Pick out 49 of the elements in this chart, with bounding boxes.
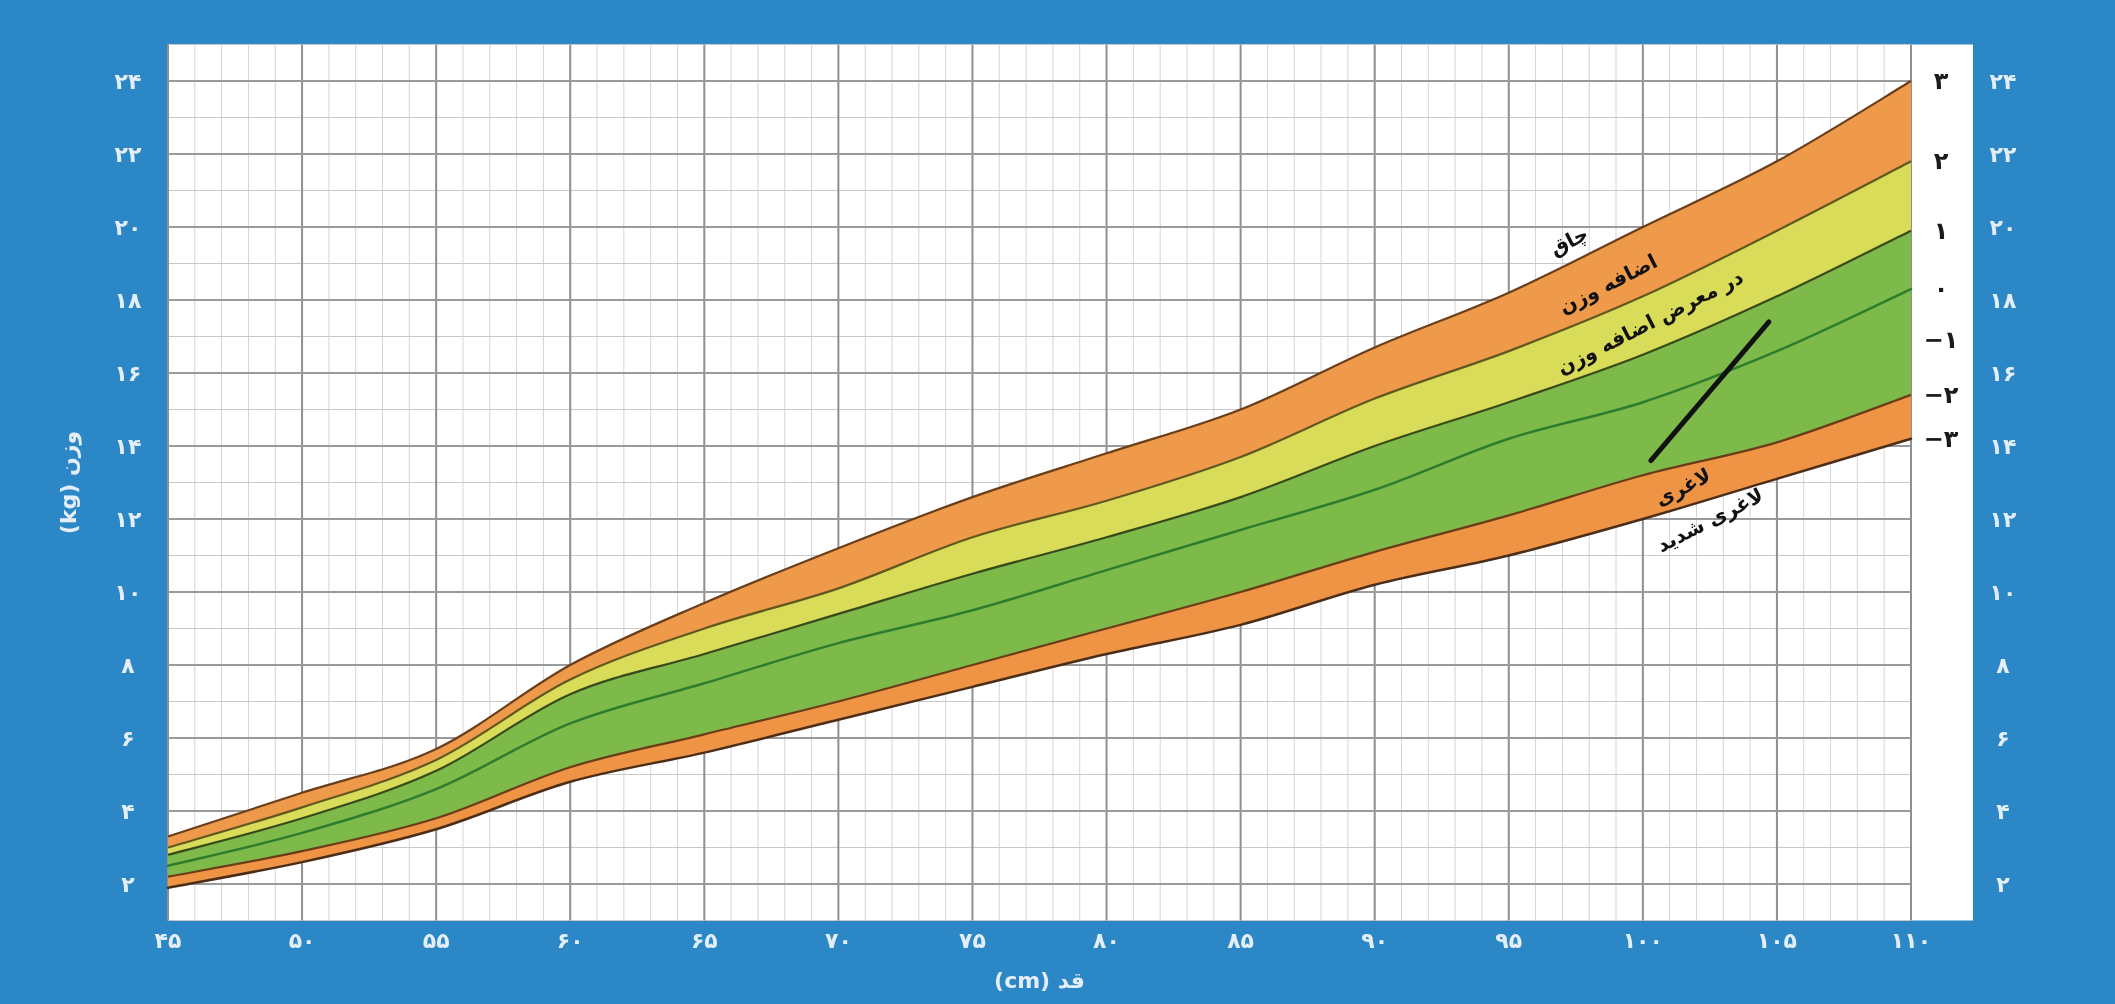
series-label: ۱ <box>1933 216 1949 245</box>
x-axis-title: قد (cm) <box>994 967 1085 993</box>
series-label: ۳ <box>1933 67 1949 95</box>
y2-tick-label: ۱۰ <box>1989 579 2017 605</box>
y-tick-label: ۶ <box>121 725 135 751</box>
x-tick-label: ۱۰۰ <box>1622 927 1663 953</box>
y2-tick-label: ۸ <box>1996 652 2011 678</box>
x-tick-label: ۱۱۰ <box>1890 927 1932 953</box>
y-tick-label: ۱۶ <box>114 360 142 386</box>
x-tick-label: ۹۵ <box>1495 927 1523 953</box>
y-tick-label: ۱۲ <box>114 506 142 532</box>
x-tick-label: ۷۰ <box>824 927 852 953</box>
y-tick-label: ۱۰ <box>114 579 142 605</box>
annotation: −۱ <box>1923 326 1959 355</box>
x-tick-label: ۵۵ <box>422 927 450 953</box>
y-tick-label: ۱۴ <box>114 433 142 459</box>
y-axis-title: وزن (kg) <box>55 430 82 535</box>
y2-tick-label: ۱۴ <box>1989 433 2017 459</box>
y2-tick-label: ۲۰ <box>1989 214 2017 240</box>
x-tick-label: ۶۰ <box>556 927 584 953</box>
series-label: ۲ <box>1933 147 1949 176</box>
y2-tick-label: ۲۴ <box>1989 68 2017 94</box>
x-tick-label: ۱۰۵ <box>1756 927 1798 953</box>
y2-tick-label: ۶ <box>1996 725 2010 751</box>
y2-tick-label: ۲ <box>1996 871 2011 897</box>
series-label: −۲ <box>1923 380 1959 409</box>
y2-tick-label: ۱۶ <box>1989 360 2017 386</box>
annotation: لاغری <box>1651 462 1715 512</box>
x-tick-label: ۵۰ <box>288 927 316 953</box>
y2-tick-label: ۴ <box>1996 798 2010 824</box>
y-tick-label: ۲۰ <box>114 214 142 240</box>
y-tick-label: ۲ <box>121 871 136 897</box>
series-label: −۳ <box>1923 424 1959 453</box>
y-tick-label: ۴ <box>121 798 135 824</box>
x-tick-label: ۶۵ <box>690 927 718 953</box>
series-label: ۰ <box>1933 275 1949 304</box>
y-tick-label: ۲۲ <box>114 141 142 167</box>
y2-tick-label: ۱۲ <box>1989 506 2017 532</box>
y-tick-label: ۸ <box>121 652 136 678</box>
x-tick-label: ۸۰ <box>1093 927 1120 953</box>
x-tick-label: ۸۵ <box>1227 927 1255 953</box>
x-tick-label: ۹۰ <box>1361 927 1389 953</box>
y2-tick-label: ۱۸ <box>1989 287 2017 313</box>
x-tick-label: ۴۵ <box>154 927 182 953</box>
annotation: چاق <box>1545 221 1593 262</box>
y2-tick-label: ۲۲ <box>1989 141 2017 167</box>
x-tick-label: ۷۵ <box>959 927 986 953</box>
y-tick-label: ۱۸ <box>114 287 142 313</box>
y-tick-label: ۲۴ <box>114 68 142 94</box>
